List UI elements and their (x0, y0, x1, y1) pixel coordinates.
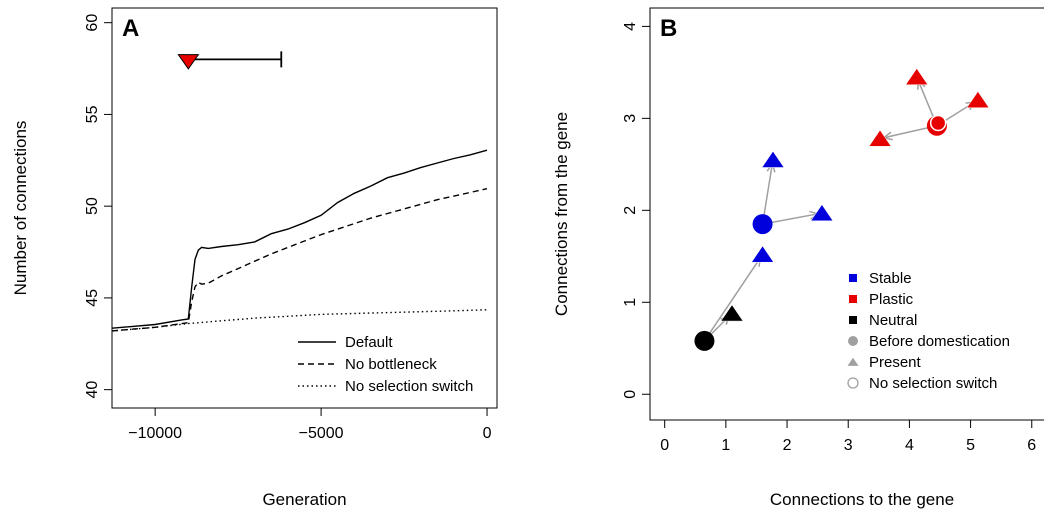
point-present-plastic (868, 129, 892, 147)
panel-a-y-tick-label: 40 (84, 381, 101, 399)
panel-b-x-tick-label: 0 (660, 437, 669, 454)
panel-a-x-tick-label: −5000 (299, 425, 344, 442)
panel-a-x-tick-label: 0 (483, 425, 492, 442)
panel-a-x-axis-label: Generation (262, 490, 346, 509)
panel-b-x-tick-label: 5 (966, 437, 975, 454)
panel-b-legend: Stable Plastic Neutral Before domestication… (847, 270, 1010, 392)
transition-arrow (703, 257, 761, 342)
panel-a-y-tick-label: 45 (84, 289, 101, 307)
panel-b-x-tick-label: 6 (1027, 437, 1036, 454)
panel-a-y-tick-label: 50 (84, 197, 101, 215)
panel-b-x-tick-label: 1 (721, 437, 730, 454)
legend-symbol-before-domestication (848, 336, 858, 346)
point-before-domestication-stable (752, 214, 773, 235)
legend-label: No selection switch (869, 375, 997, 392)
transition-arrow (761, 163, 774, 225)
panel-b-x-tick-label: 2 (783, 437, 792, 454)
legend-label: No selection switch (345, 378, 473, 395)
legend-symbol-neutral (849, 316, 857, 324)
point-present-stable (751, 245, 775, 263)
panel-b-y-tick-label: 4 (622, 22, 639, 31)
series-line-no-bottleneck (111, 188, 488, 332)
legend-symbol-plastic (849, 295, 857, 303)
panel-a-ticks: −10000 −5000 0 40 45 50 55 60 (84, 14, 492, 442)
panel-b-x-axis-label: Connections to the gene (770, 490, 954, 509)
legend-symbol-no-selection-switch (847, 377, 859, 389)
panel-b-letter: B (660, 15, 677, 42)
panel-a: A Generation Number of connections −1000… (11, 7, 498, 509)
point-present-stable (761, 150, 785, 168)
panel-b-x-tick-label: 3 (844, 437, 853, 454)
annotation-red-triangle-marker (177, 54, 200, 70)
panel-a-x-tick-label: −10000 (128, 425, 182, 442)
panel-b-ticks: 0 1 2 3 4 5 6 0 1 2 3 4 (622, 22, 1036, 454)
panel-a-y-tick-label: 55 (84, 105, 101, 123)
panel-a-legend: Default No bottleneck No selection switch (298, 334, 473, 395)
panel-b-points (694, 68, 990, 351)
point-present-plastic (905, 68, 929, 85)
legend-symbol-stable (849, 274, 857, 282)
legend-label: Default (345, 334, 393, 351)
point-before-domestication-neutral (694, 330, 715, 351)
panel-a-frame (111, 7, 498, 409)
panel-a-series (111, 149, 488, 332)
panel-a-y-axis-label: Number of connections (11, 121, 30, 296)
legend-label: Neutral (869, 312, 917, 329)
point-no-selection-switch-plastic (929, 114, 947, 132)
panel-b-y-tick-label: 2 (622, 206, 639, 215)
panel-b-y-tick-label: 3 (622, 114, 639, 123)
legend-label: Plastic (869, 291, 914, 308)
panel-a-annotation (177, 51, 283, 70)
panel-b-frame (649, 7, 1044, 421)
point-present-neutral (720, 304, 744, 322)
panel-b-y-tick-label: 0 (622, 390, 639, 399)
legend-symbol-present (847, 357, 859, 366)
panel-b-y-axis-label: Connections from the gene (552, 112, 571, 316)
point-before-domestication-plastic (926, 115, 947, 136)
panel-a-letter: A (122, 15, 139, 42)
panel-b-y-tick-label: 1 (622, 298, 639, 307)
series-line-no-selection-switch (111, 309, 488, 332)
panel-a-y-tick-label: 60 (84, 14, 101, 32)
legend-label: Before domestication (869, 333, 1010, 350)
panel-b: B Connections to the gene Connections fr… (552, 7, 1044, 509)
series-line-default (111, 149, 488, 329)
legend-label: No bottleneck (345, 356, 437, 373)
point-present-stable (810, 204, 834, 222)
point-present-plastic (966, 91, 990, 108)
legend-label: Stable (869, 270, 912, 287)
legend-label: Present (869, 354, 922, 371)
panel-b-x-tick-label: 4 (905, 437, 914, 454)
